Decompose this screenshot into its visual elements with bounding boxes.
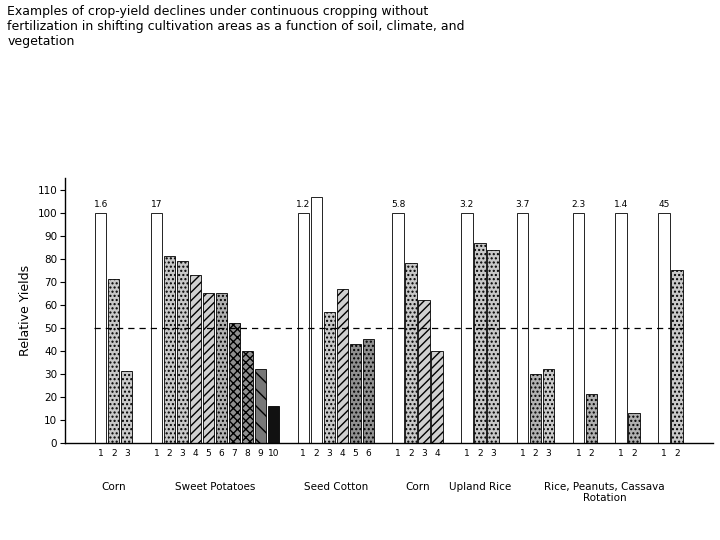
- Bar: [310, 197, 322, 443]
- Bar: [203, 293, 215, 443]
- Text: 1.6: 1.6: [94, 200, 108, 210]
- Bar: [337, 289, 348, 443]
- Text: 3.2: 3.2: [460, 200, 474, 210]
- Bar: [616, 213, 627, 443]
- Bar: [150, 213, 162, 443]
- Bar: [229, 323, 240, 443]
- Text: 3.7: 3.7: [516, 200, 530, 210]
- Bar: [392, 213, 404, 443]
- Bar: [543, 369, 554, 443]
- Text: Seed Cotton: Seed Cotton: [304, 482, 368, 492]
- Text: Examples of crop-yield declines under continuous cropping without
fertilization : Examples of crop-yield declines under co…: [7, 5, 464, 49]
- Bar: [461, 213, 472, 443]
- Text: Corn: Corn: [102, 482, 126, 492]
- Bar: [405, 264, 417, 443]
- Text: 1.2: 1.2: [296, 200, 310, 210]
- Text: 2.3: 2.3: [571, 200, 585, 210]
- Bar: [629, 413, 640, 443]
- Bar: [658, 213, 670, 443]
- Bar: [163, 256, 175, 443]
- Text: Corn: Corn: [405, 482, 430, 492]
- Bar: [418, 300, 430, 443]
- Bar: [530, 374, 541, 443]
- Text: Sweet Potatoes: Sweet Potatoes: [175, 482, 255, 492]
- Bar: [108, 279, 120, 443]
- Bar: [268, 406, 279, 443]
- Bar: [177, 261, 188, 443]
- Bar: [474, 242, 485, 443]
- Bar: [190, 275, 202, 443]
- Text: 1.4: 1.4: [614, 200, 629, 210]
- Y-axis label: Relative Yields: Relative Yields: [19, 265, 32, 356]
- Bar: [585, 395, 597, 443]
- Bar: [216, 293, 228, 443]
- Bar: [671, 270, 683, 443]
- Text: 45: 45: [658, 200, 670, 210]
- Bar: [323, 312, 335, 443]
- Text: 5.8: 5.8: [391, 200, 405, 210]
- Bar: [121, 372, 132, 443]
- Bar: [363, 339, 374, 443]
- Bar: [95, 213, 107, 443]
- Bar: [350, 344, 361, 443]
- Bar: [255, 369, 266, 443]
- Bar: [431, 351, 443, 443]
- Bar: [297, 213, 309, 443]
- Bar: [572, 213, 584, 443]
- Text: Rice, Peanuts, Cassava
Rotation: Rice, Peanuts, Cassava Rotation: [544, 482, 665, 503]
- Bar: [242, 351, 253, 443]
- Bar: [517, 213, 528, 443]
- Text: Upland Rice: Upland Rice: [449, 482, 511, 492]
- Bar: [487, 249, 498, 443]
- Text: 17: 17: [150, 200, 162, 210]
